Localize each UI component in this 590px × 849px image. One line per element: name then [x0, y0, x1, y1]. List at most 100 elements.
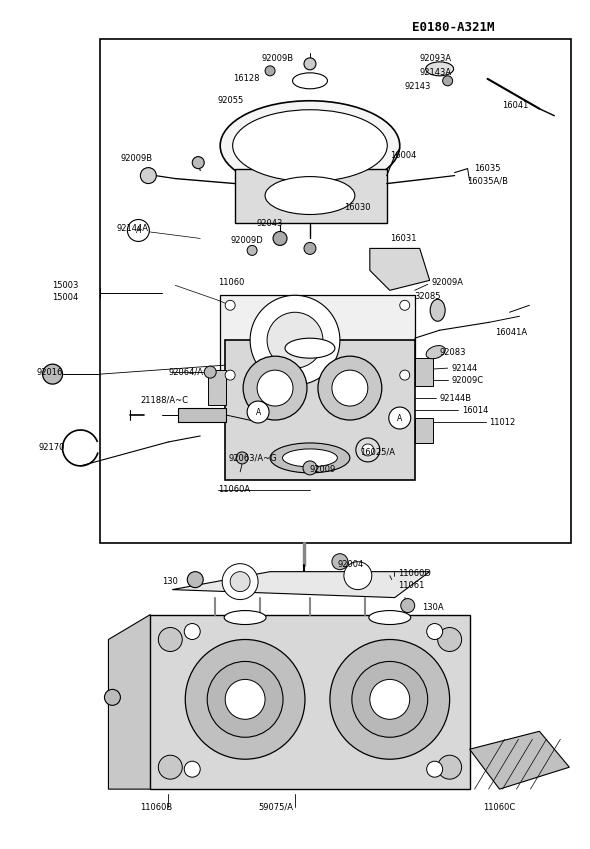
Text: A: A	[136, 226, 141, 235]
Text: 15003: 15003	[53, 281, 79, 290]
Text: 11060: 11060	[218, 278, 245, 287]
Text: 59075/A: 59075/A	[258, 802, 293, 812]
Circle shape	[438, 756, 461, 779]
Ellipse shape	[283, 449, 337, 467]
Circle shape	[400, 301, 409, 310]
Circle shape	[250, 295, 340, 385]
Text: 92004: 92004	[338, 560, 364, 569]
Bar	[208, 370, 226, 405]
Bar	[100, 39, 571, 543]
Text: 11012: 11012	[490, 418, 516, 426]
Circle shape	[257, 370, 293, 406]
Circle shape	[225, 370, 235, 380]
Circle shape	[389, 407, 411, 429]
Circle shape	[204, 366, 216, 378]
Text: 16035: 16035	[474, 164, 501, 173]
Text: 16041: 16041	[503, 101, 529, 110]
Circle shape	[192, 156, 204, 169]
Text: 16041A: 16041A	[496, 328, 527, 337]
Circle shape	[127, 220, 149, 241]
Text: 92143A: 92143A	[419, 68, 452, 77]
Text: 16031: 16031	[390, 234, 417, 243]
Bar	[220, 295, 415, 385]
Ellipse shape	[220, 101, 400, 190]
Bar	[178, 408, 226, 422]
Circle shape	[185, 639, 305, 759]
Circle shape	[187, 571, 203, 588]
Text: 92009B: 92009B	[120, 155, 152, 163]
Circle shape	[222, 564, 258, 599]
Text: 15004: 15004	[53, 293, 79, 301]
Circle shape	[304, 243, 316, 255]
Circle shape	[400, 370, 409, 380]
Polygon shape	[150, 615, 470, 789]
Text: 92144A: 92144A	[116, 224, 148, 233]
Circle shape	[330, 639, 450, 759]
Text: 130: 130	[162, 577, 178, 586]
Circle shape	[236, 452, 248, 464]
Text: 92063/A~G: 92063/A~G	[228, 453, 277, 463]
Circle shape	[332, 370, 368, 406]
Text: 92009B: 92009B	[262, 54, 294, 64]
Ellipse shape	[224, 610, 266, 625]
Circle shape	[158, 756, 182, 779]
Text: 92016: 92016	[37, 368, 63, 377]
Bar	[415, 358, 432, 386]
Polygon shape	[370, 249, 430, 290]
Text: 92009C: 92009C	[451, 375, 484, 385]
Ellipse shape	[285, 338, 335, 358]
Circle shape	[318, 357, 382, 420]
Ellipse shape	[293, 73, 327, 89]
Ellipse shape	[426, 62, 454, 76]
Circle shape	[352, 661, 428, 737]
Circle shape	[207, 661, 283, 737]
Text: 92055: 92055	[217, 96, 243, 105]
Circle shape	[304, 58, 316, 70]
Circle shape	[442, 76, 453, 86]
Text: 92009D: 92009D	[230, 236, 263, 245]
Text: 11060D: 11060D	[398, 569, 431, 578]
Ellipse shape	[270, 443, 350, 473]
Circle shape	[438, 627, 461, 651]
Text: 16004: 16004	[390, 151, 416, 160]
Circle shape	[225, 301, 235, 310]
Circle shape	[104, 689, 120, 706]
Text: 16025/A: 16025/A	[360, 447, 395, 457]
Circle shape	[273, 232, 287, 245]
Ellipse shape	[430, 300, 445, 321]
Text: 16128: 16128	[233, 75, 260, 83]
Text: A: A	[397, 413, 402, 423]
Circle shape	[42, 364, 63, 384]
Polygon shape	[172, 571, 430, 598]
Circle shape	[362, 444, 374, 456]
Circle shape	[184, 623, 200, 639]
Text: 92093A: 92093A	[419, 54, 452, 64]
Text: 130A: 130A	[422, 603, 443, 612]
Text: 92064/A: 92064/A	[168, 368, 204, 377]
Text: 92170: 92170	[38, 443, 65, 453]
Text: 21188/A~C: 21188/A~C	[140, 396, 188, 405]
Text: 92009: 92009	[310, 465, 336, 475]
Circle shape	[332, 554, 348, 570]
Text: 11061: 11061	[398, 581, 424, 590]
Text: 92144: 92144	[451, 363, 478, 373]
Circle shape	[158, 627, 182, 651]
Text: 92009A: 92009A	[432, 278, 464, 287]
Ellipse shape	[265, 177, 355, 215]
Text: A: A	[255, 408, 261, 417]
Circle shape	[265, 66, 275, 76]
Text: 92083: 92083	[440, 348, 466, 357]
Text: eReplacemen: eReplacemen	[230, 380, 297, 390]
Text: 11060A: 11060A	[218, 486, 250, 494]
Ellipse shape	[232, 110, 387, 182]
Text: 11060B: 11060B	[140, 802, 173, 812]
Text: 16030: 16030	[344, 203, 371, 212]
Ellipse shape	[426, 346, 445, 359]
Circle shape	[184, 762, 200, 777]
Ellipse shape	[369, 610, 411, 625]
Bar	[235, 169, 387, 223]
Bar	[415, 418, 432, 443]
Text: 32085: 32085	[415, 292, 441, 301]
Circle shape	[370, 679, 409, 719]
Circle shape	[427, 623, 442, 639]
